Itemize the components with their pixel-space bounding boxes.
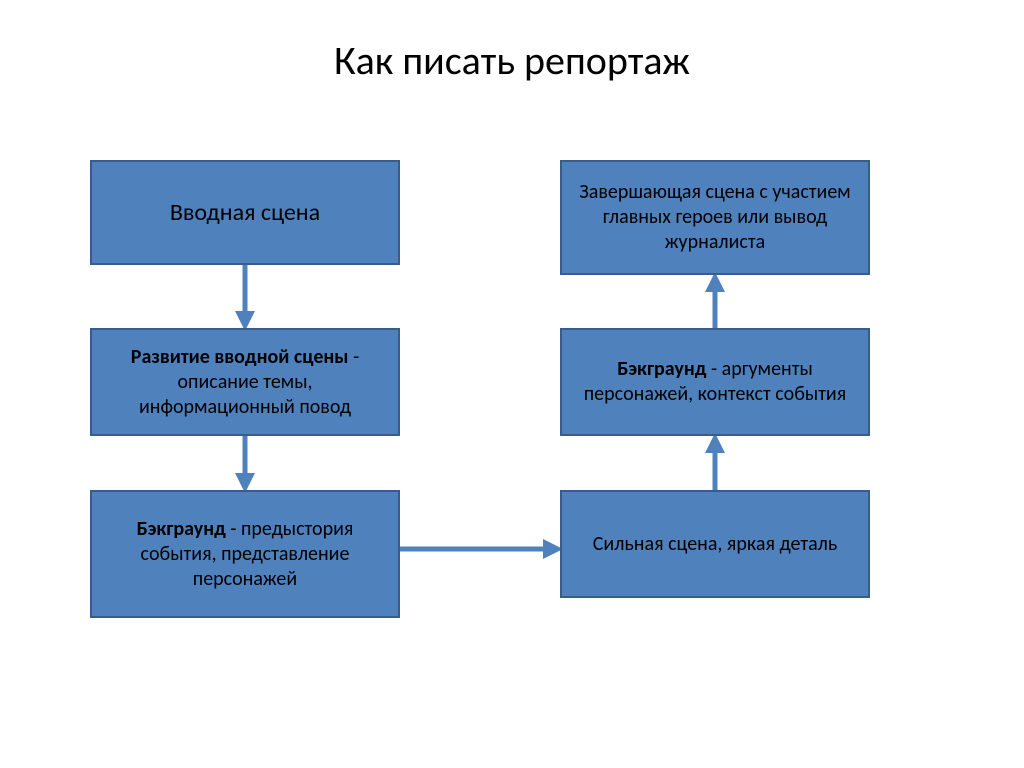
flow-node-text: Бэкграунд - аргументы персонажей, контек… [572,357,858,407]
flow-node-n6: Завершающая сцена с участием главных гер… [560,160,870,275]
flow-node-text: Вводная сцена [170,198,320,228]
flow-node-line: Завершающая сцена с участием главных гер… [579,180,850,254]
flow-node-n3: Бэкграунд - предыстория события, предста… [90,490,400,618]
flow-node-n2: Развитие вводной сцены - описание темы, … [90,328,400,436]
flow-node-line: Бэкграунд [617,357,706,381]
flow-node-line: Развитие вводной сцены [131,345,349,369]
diagram-title: Как писать репортаж [0,36,1024,85]
flow-node-n1: Вводная сцена [90,160,400,265]
flow-node-line: Сильная сцена, яркая деталь [593,532,838,556]
flow-node-text: Бэкграунд - предыстория события, предста… [102,517,388,592]
flow-node-line: Бэкграунд [137,517,226,541]
flow-node-text: Сильная сцена, яркая деталь [593,532,838,557]
flow-node-line: Вводная сцена [170,198,320,227]
flowchart-canvas: Как писать репортаж Вводная сцена Развити… [0,0,1024,768]
flow-node-n4: Сильная сцена, яркая деталь [560,490,870,598]
flow-node-text: Завершающая сцена с участием главных гер… [572,180,858,255]
flow-node-text: Развитие вводной сцены - описание темы, … [102,345,388,420]
flow-node-n5: Бэкграунд - аргументы персонажей, контек… [560,328,870,436]
